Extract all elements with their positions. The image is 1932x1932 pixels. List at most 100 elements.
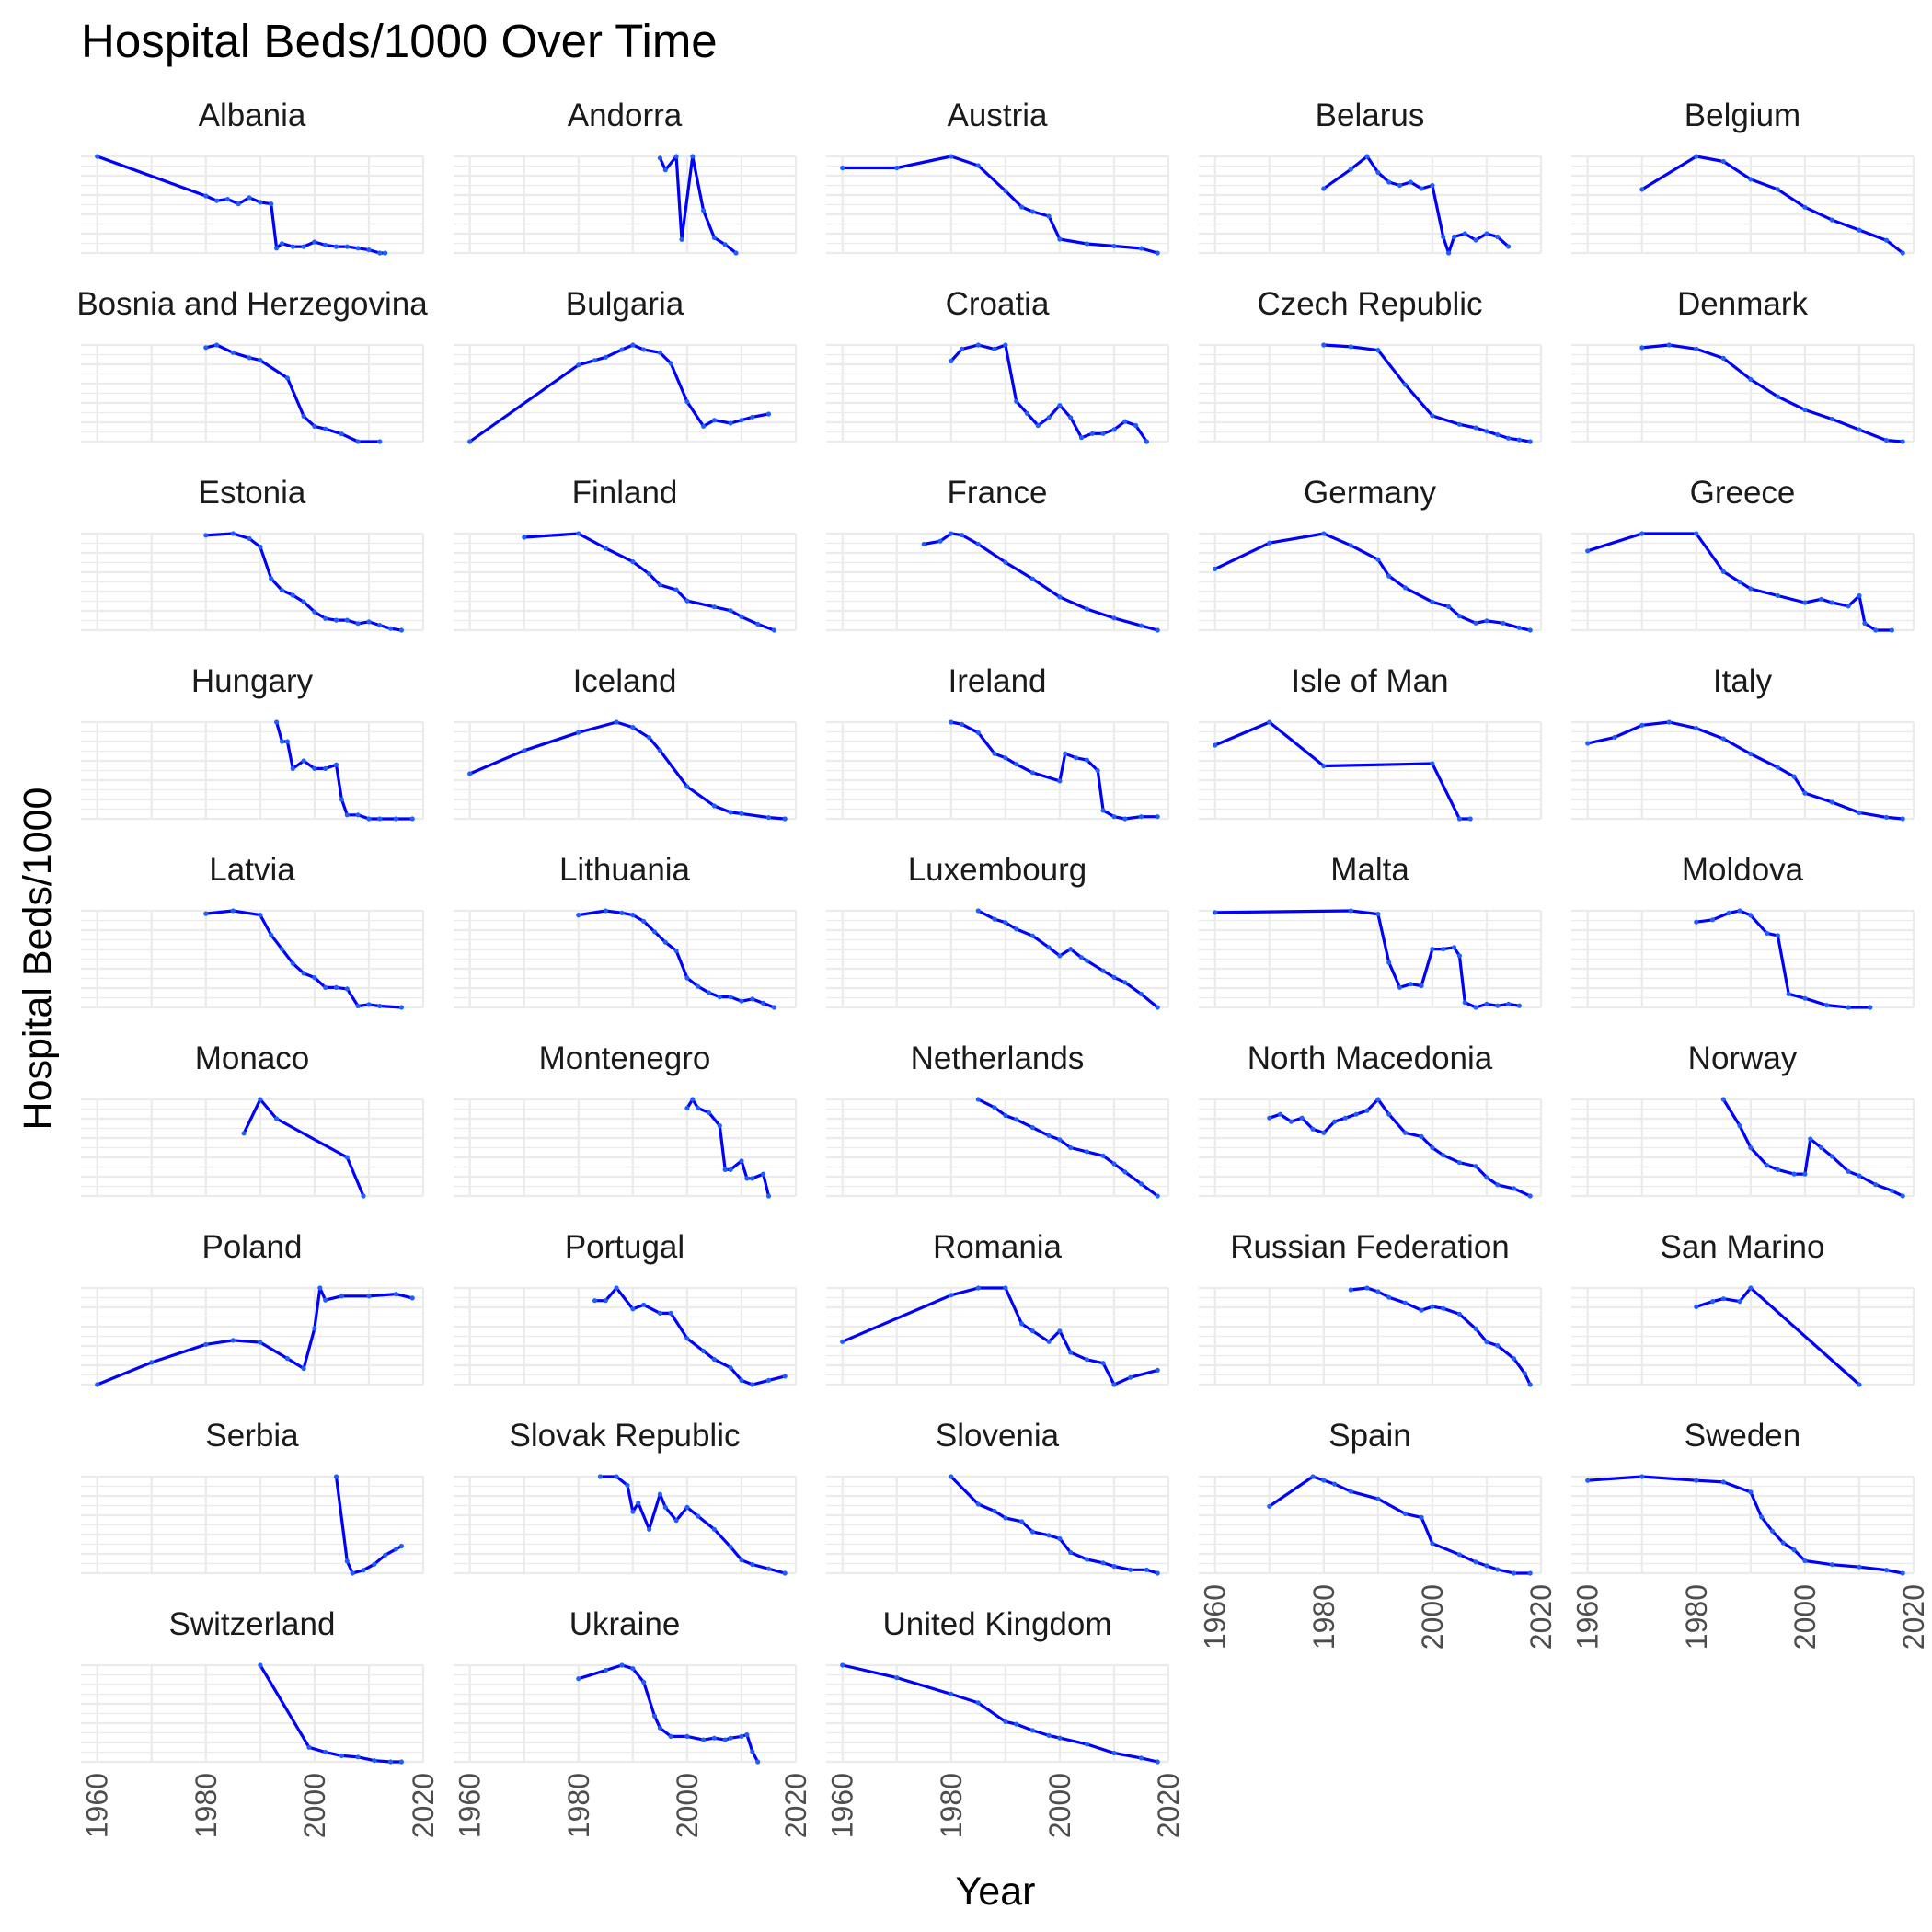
data-point: [992, 1508, 997, 1514]
data-point: [765, 1377, 772, 1383]
data-point: [269, 932, 274, 937]
data-point: [673, 948, 679, 953]
facet-label: Romania: [933, 1229, 1063, 1265]
data-point: [1495, 431, 1501, 438]
data-point: [1014, 926, 1019, 932]
data-point: [1138, 1181, 1144, 1187]
data-point: [1666, 342, 1672, 348]
data-point: [1386, 1294, 1392, 1300]
facet-label: United Kingdom: [882, 1606, 1111, 1642]
data-point: [230, 531, 236, 536]
data-point: [684, 598, 690, 604]
data-point: [1585, 548, 1591, 554]
data-point: [247, 195, 252, 201]
data-point: [1155, 1759, 1160, 1765]
data-point: [1527, 627, 1533, 633]
data-point: [355, 1003, 361, 1009]
data-point: [388, 1759, 394, 1765]
data-point: [1694, 726, 1699, 731]
data-point: [1862, 620, 1868, 627]
data-point: [1003, 342, 1008, 348]
facet-label: Spain: [1328, 1418, 1411, 1454]
data-point: [1138, 246, 1144, 251]
data-point: [1889, 1188, 1894, 1193]
facet-panel: Monaco: [81, 1041, 425, 1199]
data-point: [344, 1155, 350, 1160]
series-line: [468, 343, 769, 443]
data-point: [1456, 1552, 1462, 1558]
data-point: [1332, 1481, 1338, 1487]
facet-label: Albania: [199, 98, 306, 133]
data-point: [339, 431, 344, 437]
facet-label: Hungary: [191, 663, 314, 699]
data-point: [1003, 1515, 1008, 1521]
data-point: [203, 1341, 209, 1347]
data-point: [1883, 814, 1890, 821]
data-point: [1397, 984, 1403, 990]
data-point: [366, 1294, 372, 1299]
facet-panel: Finland: [454, 475, 798, 633]
data-point: [1473, 620, 1478, 626]
data-point: [1057, 953, 1063, 959]
data-point: [1364, 1108, 1370, 1113]
data-point: [782, 816, 788, 822]
data-point: [1506, 435, 1512, 441]
data-point: [755, 1759, 761, 1765]
data-point: [1775, 187, 1780, 192]
data-point: [301, 244, 306, 249]
data-point: [312, 765, 317, 772]
data-point: [1003, 755, 1008, 761]
data-point: [1451, 234, 1457, 240]
data-point: [1138, 814, 1144, 820]
data-point: [1375, 912, 1381, 917]
data-point: [641, 1302, 647, 1307]
facet-panel: Hungary: [81, 663, 425, 822]
data-point: [522, 748, 527, 753]
data-point: [1408, 982, 1413, 987]
data-point: [1057, 594, 1063, 600]
data-point: [350, 1570, 355, 1576]
data-point: [1029, 770, 1035, 776]
data-point: [301, 971, 306, 976]
data-point: [576, 362, 581, 368]
data-point: [1138, 623, 1144, 628]
data-point: [344, 1558, 350, 1564]
data-point: [1802, 1171, 1808, 1177]
data-point: [279, 241, 285, 247]
series-line: [1587, 1475, 1903, 1575]
data-point: [1495, 234, 1501, 240]
facet-label: Austria: [948, 98, 1048, 133]
data-point: [398, 1005, 404, 1010]
data-point: [651, 929, 658, 935]
data-point: [696, 1105, 701, 1111]
data-point: [1057, 1735, 1063, 1741]
data-point: [203, 345, 209, 351]
data-point: [1100, 808, 1106, 813]
data-point: [344, 617, 350, 623]
data-point: [630, 1509, 636, 1514]
x-tick-label: 2000: [298, 1773, 331, 1838]
data-point: [647, 1526, 652, 1532]
facet-panel: Slovenia: [826, 1418, 1170, 1576]
data-point: [750, 1176, 755, 1181]
data-point: [333, 244, 339, 249]
facet-panel: Spain: [1199, 1418, 1543, 1576]
data-point: [393, 1292, 399, 1297]
data-point: [366, 816, 372, 822]
data-point: [95, 154, 100, 159]
facet-label: Finland: [572, 475, 678, 511]
data-point: [684, 784, 690, 789]
data-point: [733, 250, 739, 256]
data-point: [1019, 204, 1025, 210]
data-point: [301, 599, 306, 604]
data-point: [1511, 1356, 1517, 1362]
data-point: [290, 244, 295, 249]
data-point: [975, 163, 981, 168]
facet-panel: Serbia: [81, 1418, 425, 1576]
data-point: [1003, 559, 1008, 565]
data-point: [1484, 429, 1489, 434]
data-point: [355, 246, 361, 251]
data-point: [1111, 243, 1117, 249]
data-point: [409, 816, 415, 822]
facet-label: Malta: [1330, 852, 1409, 888]
